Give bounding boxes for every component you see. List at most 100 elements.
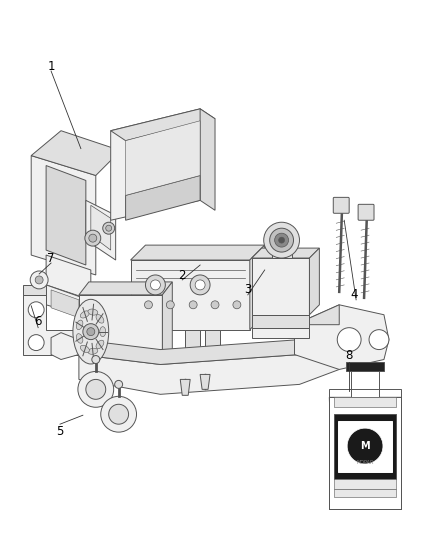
Text: M: M <box>360 441 370 451</box>
Circle shape <box>233 301 241 309</box>
Circle shape <box>101 397 137 432</box>
Circle shape <box>103 222 115 234</box>
Polygon shape <box>180 379 190 395</box>
Polygon shape <box>91 205 111 250</box>
Polygon shape <box>200 375 210 389</box>
Polygon shape <box>86 200 116 260</box>
Polygon shape <box>111 109 215 141</box>
Polygon shape <box>126 175 200 220</box>
Polygon shape <box>111 109 200 220</box>
Polygon shape <box>250 245 265 330</box>
Circle shape <box>89 234 97 242</box>
Circle shape <box>145 275 165 295</box>
Ellipse shape <box>80 345 89 352</box>
Polygon shape <box>351 372 379 397</box>
Polygon shape <box>252 258 309 315</box>
Polygon shape <box>294 305 339 325</box>
Circle shape <box>106 225 112 231</box>
Ellipse shape <box>80 311 89 318</box>
Circle shape <box>28 335 44 351</box>
Circle shape <box>83 324 99 340</box>
Circle shape <box>28 302 44 318</box>
Text: 3: 3 <box>244 284 251 296</box>
Polygon shape <box>252 248 319 258</box>
Circle shape <box>109 404 129 424</box>
Circle shape <box>87 328 95 336</box>
FancyBboxPatch shape <box>333 197 349 213</box>
Polygon shape <box>334 489 396 497</box>
Polygon shape <box>338 421 392 472</box>
Polygon shape <box>51 290 79 318</box>
Polygon shape <box>46 255 91 300</box>
Ellipse shape <box>100 327 106 337</box>
Circle shape <box>211 301 219 309</box>
Polygon shape <box>23 285 46 295</box>
Polygon shape <box>31 156 96 275</box>
Ellipse shape <box>96 340 104 349</box>
Circle shape <box>150 280 160 290</box>
Circle shape <box>347 428 383 464</box>
Polygon shape <box>329 397 401 508</box>
Circle shape <box>337 328 361 352</box>
Polygon shape <box>272 248 292 258</box>
Polygon shape <box>126 121 200 196</box>
Ellipse shape <box>76 320 83 329</box>
Circle shape <box>78 372 114 407</box>
Circle shape <box>115 381 123 389</box>
Circle shape <box>275 233 289 247</box>
Polygon shape <box>334 414 396 479</box>
Text: 2: 2 <box>178 270 186 282</box>
Circle shape <box>85 230 101 246</box>
Ellipse shape <box>88 309 98 315</box>
Circle shape <box>92 356 100 364</box>
Circle shape <box>270 228 293 252</box>
Polygon shape <box>46 285 83 316</box>
Ellipse shape <box>96 314 104 323</box>
Polygon shape <box>23 295 83 354</box>
Polygon shape <box>309 248 319 315</box>
Polygon shape <box>79 295 162 369</box>
Ellipse shape <box>76 334 83 343</box>
Polygon shape <box>79 325 339 365</box>
Polygon shape <box>334 397 396 407</box>
Text: MOPAR: MOPAR <box>357 461 374 465</box>
Polygon shape <box>294 305 389 369</box>
Circle shape <box>189 301 197 309</box>
Polygon shape <box>334 479 396 489</box>
Circle shape <box>35 276 43 284</box>
FancyBboxPatch shape <box>358 204 374 220</box>
Circle shape <box>145 301 152 309</box>
Circle shape <box>30 271 48 289</box>
Polygon shape <box>31 131 120 175</box>
Text: 5: 5 <box>57 425 64 438</box>
Polygon shape <box>252 315 309 328</box>
Polygon shape <box>79 282 172 295</box>
Polygon shape <box>200 109 215 211</box>
Bar <box>329 389 401 508</box>
Circle shape <box>279 237 285 243</box>
Circle shape <box>195 280 205 290</box>
Polygon shape <box>329 397 401 508</box>
Polygon shape <box>51 333 79 360</box>
Ellipse shape <box>88 348 98 354</box>
Polygon shape <box>131 245 265 260</box>
Polygon shape <box>83 325 91 354</box>
Polygon shape <box>162 282 172 369</box>
Circle shape <box>190 275 210 295</box>
Text: 4: 4 <box>350 288 358 301</box>
Polygon shape <box>185 330 200 350</box>
Text: 1: 1 <box>47 60 55 72</box>
Circle shape <box>166 301 174 309</box>
Polygon shape <box>79 348 339 394</box>
Polygon shape <box>346 361 384 372</box>
Circle shape <box>264 222 300 258</box>
Text: 8: 8 <box>346 349 353 362</box>
Ellipse shape <box>73 300 109 364</box>
Polygon shape <box>252 328 309 337</box>
Polygon shape <box>131 260 250 330</box>
Text: 6: 6 <box>35 315 42 328</box>
Polygon shape <box>46 166 86 265</box>
Circle shape <box>369 330 389 350</box>
Polygon shape <box>205 330 220 350</box>
Text: 7: 7 <box>47 252 55 264</box>
